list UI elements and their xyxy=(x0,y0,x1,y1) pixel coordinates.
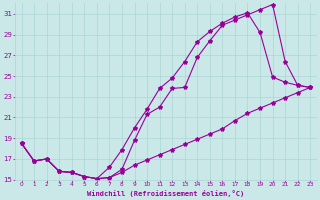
X-axis label: Windchill (Refroidissement éolien,°C): Windchill (Refroidissement éolien,°C) xyxy=(87,190,244,197)
